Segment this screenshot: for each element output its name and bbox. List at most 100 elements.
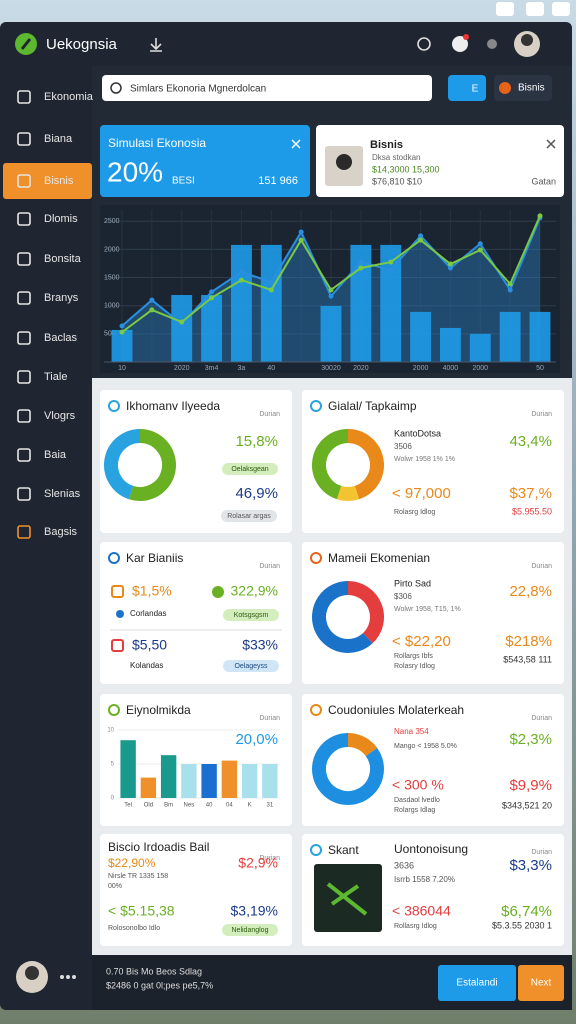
x-tick-label: 04 (226, 803, 233, 809)
search-placeholder: Simlars Ekonoria Mgnerdolcan (130, 84, 266, 95)
y-tick-label: 2500 (104, 218, 120, 225)
card-text: $218% (505, 633, 552, 650)
sidebar-icon[interactable] (17, 525, 31, 539)
bar (499, 311, 521, 362)
card-text: 322,9% (231, 583, 278, 599)
window-button[interactable] (526, 2, 544, 16)
badge (222, 463, 278, 475)
search-button[interactable] (448, 75, 486, 101)
card-text: $343,521 20 (502, 800, 552, 810)
menu-dot[interactable] (60, 975, 64, 979)
card-text: $33% (242, 637, 278, 653)
hero-card (100, 125, 310, 197)
window-button[interactable] (552, 2, 570, 16)
sidebar-item: Branys (44, 292, 79, 304)
point (507, 281, 513, 287)
card-text: Dasdaol lvedlo (394, 797, 440, 804)
badge-label: Kotsgsgsm (234, 612, 269, 619)
sidebar-icon[interactable] (17, 132, 31, 146)
point (507, 287, 513, 293)
donut-segment (347, 733, 378, 757)
card-text: $543,58 111 (503, 654, 552, 664)
menu-dot[interactable] (72, 975, 76, 979)
point (298, 237, 304, 243)
donut-segment (312, 733, 384, 805)
footer-text: 0.70 Bis Mo Beos Sdlag (106, 966, 202, 976)
close-icon[interactable] (291, 139, 301, 149)
sidebar-icon[interactable] (17, 448, 31, 462)
card-tag: Durian (531, 715, 552, 722)
card-text: Rolasry Idlog (394, 663, 435, 670)
point (447, 265, 453, 271)
badge-label: Oelageyss (234, 663, 268, 670)
point (388, 259, 394, 265)
sidebar-icon[interactable] (17, 487, 31, 501)
card-icon (310, 400, 322, 412)
badge (221, 510, 277, 522)
point (477, 247, 483, 253)
menu-dot[interactable] (66, 975, 70, 979)
sidebar-icon[interactable] (17, 90, 31, 104)
x-tick-label: 40 (267, 365, 275, 372)
card-text: $3,19% (231, 903, 278, 919)
card-text: Rolosonolbo Idlo (108, 925, 160, 932)
card-icon (108, 400, 120, 412)
card-text: $5.3.55 2030 1 (492, 920, 552, 930)
donut-segment (128, 429, 176, 501)
sidebar-icon[interactable] (17, 291, 31, 305)
sidebar-icon[interactable] (17, 174, 31, 188)
sidebar-active (3, 163, 92, 199)
card-text: < 300 % (392, 777, 444, 793)
card-icon (108, 704, 120, 716)
tab-button[interactable] (494, 75, 552, 101)
notification-icon[interactable] (452, 36, 468, 52)
sidebar-item: Vlogrs (44, 410, 76, 422)
sidebar-icon[interactable] (17, 212, 31, 226)
close-icon[interactable] (546, 139, 556, 149)
card-text: $1,5% (132, 583, 172, 599)
card (302, 390, 564, 533)
row-icon (212, 586, 224, 598)
point (477, 241, 483, 247)
next-button[interactable] (518, 965, 564, 1001)
donut-segment (336, 485, 360, 501)
point (418, 237, 424, 243)
sidebar-icon[interactable] (17, 409, 31, 423)
donut-segment (312, 581, 373, 653)
donut-segment (347, 429, 384, 500)
profile-line: $14,3000 15,300 (372, 164, 440, 174)
bar (171, 295, 193, 362)
bar (201, 764, 217, 798)
download-icon[interactable] (150, 38, 162, 52)
sidebar-item: Bagsis (44, 526, 78, 538)
settings-icon[interactable] (417, 37, 431, 51)
profile-line: $76,810 $10 (372, 176, 422, 186)
sidebar-item: Tiale (44, 371, 67, 383)
y-tick-label: 2000 (104, 246, 120, 253)
bar (160, 755, 177, 798)
gear-icon[interactable] (487, 39, 497, 49)
card-text: Uontonoisung (394, 842, 468, 856)
point (209, 289, 215, 295)
card-text: $5,50 (132, 637, 167, 653)
bar (181, 764, 197, 798)
window-button[interactable] (496, 2, 514, 16)
sidebar-icon[interactable] (17, 370, 31, 384)
sidebar-icon[interactable] (17, 331, 31, 345)
point (447, 261, 453, 267)
sidebar-icon[interactable] (17, 252, 31, 266)
card-text: 00% (108, 883, 122, 890)
tab-label: Bisnis (518, 83, 545, 94)
card-text: $2,3% (509, 731, 552, 748)
x-tick-label: 40 (206, 803, 213, 809)
y-tick-label: 5 (111, 762, 115, 768)
card-text: $6,74% (501, 903, 552, 920)
card-text: Pirto Sad (394, 578, 431, 588)
hero-title: Simulasi Ekonosia (108, 136, 206, 150)
primary-button[interactable] (438, 965, 516, 1001)
x-tick-label: 31 (267, 803, 274, 809)
card-text: < 386044 (392, 903, 451, 919)
card-text: Kolandas (130, 661, 163, 670)
card-text: Wolwr 1958 1% 1% (394, 456, 455, 463)
search-box[interactable] (102, 75, 432, 101)
